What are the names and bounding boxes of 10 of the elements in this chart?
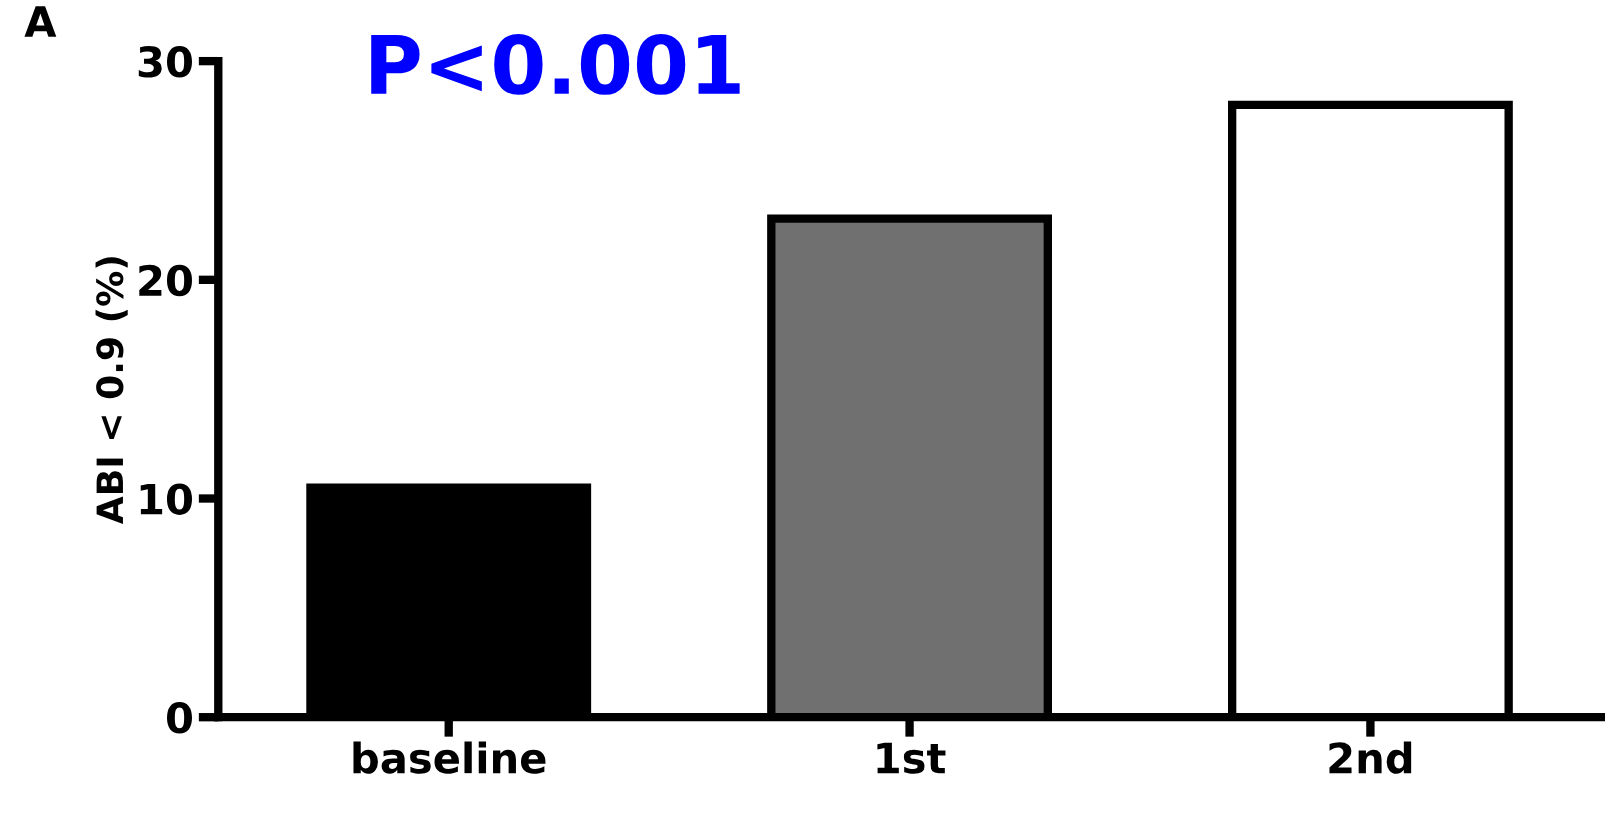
y-tick-label: 10 [140,483,192,515]
x-tick-label: 2nd [1329,741,1412,774]
y-tick-label: 30 [138,46,192,78]
x-tick-label: baseline [353,741,546,774]
y-tick-label: 0 [166,702,192,734]
y-axis-title: ABI < 0.9 (%) [95,257,128,525]
x-tick-label: 1st [877,742,946,774]
y-tick-label: 20 [139,264,192,297]
annotation: P<0.001 [371,33,740,95]
text: A [24,6,57,37]
